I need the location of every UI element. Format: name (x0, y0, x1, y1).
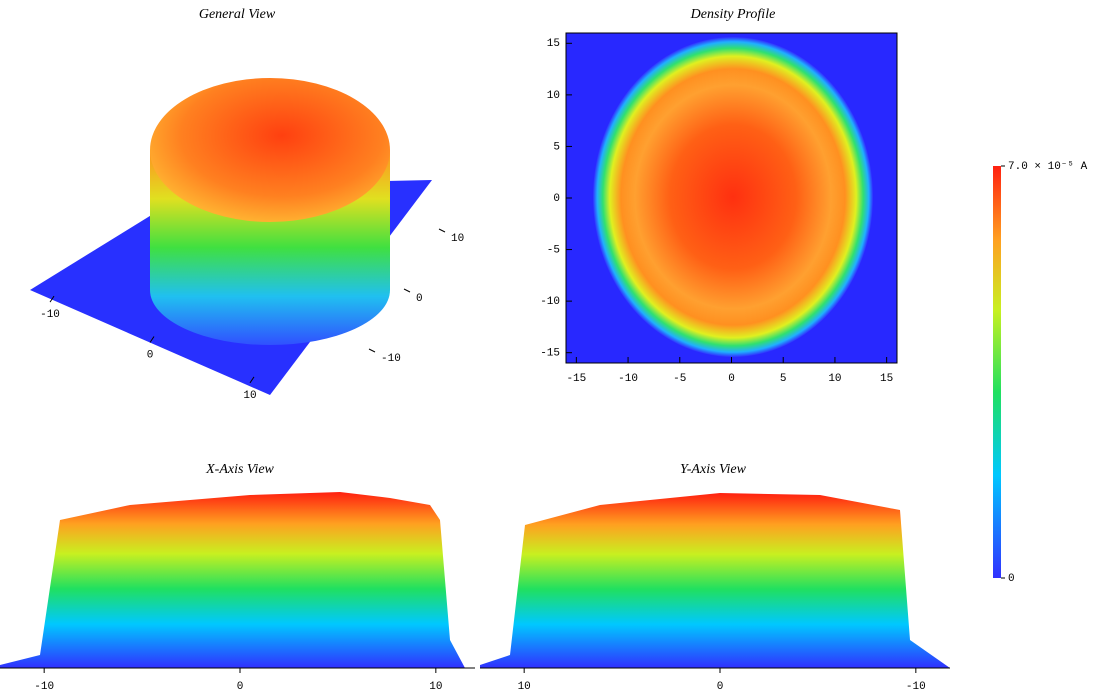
x-tick-label: -10 (40, 309, 60, 321)
panel-title: Density Profile (690, 7, 776, 22)
x-tick-label: -10 (906, 681, 926, 693)
colorbar-label: 0 (1008, 573, 1015, 585)
tick (368, 348, 376, 353)
panel-title: Y-Axis View (680, 462, 747, 477)
panel-title: X-Axis View (205, 462, 274, 477)
y-tick-label: 0 (416, 293, 423, 305)
y-tick-label: 15 (547, 38, 560, 50)
tick (49, 295, 55, 303)
y-tick-label: 5 (553, 141, 560, 153)
y-view-surface (480, 493, 950, 668)
x-tick-label: 0 (717, 681, 724, 693)
x-tick-label: 0 (147, 349, 154, 361)
y-tick-label: -10 (540, 296, 560, 308)
x-tick-label: 10 (429, 681, 442, 693)
y-tick-label: 0 (553, 193, 560, 205)
colorbar-label: 7.0 × 10⁻⁵ A (1008, 161, 1088, 173)
x-tick-label: -15 (566, 373, 586, 385)
x-tick-label: -10 (618, 373, 638, 385)
y-tick-label: 10 (451, 233, 464, 245)
surface-top (150, 78, 390, 222)
x-tick-label: 5 (780, 373, 787, 385)
y-tick-label: -10 (381, 353, 401, 365)
y-tick-label: -5 (547, 244, 560, 256)
x-tick-label: 15 (880, 373, 893, 385)
tick (403, 288, 411, 293)
panel-title: General View (199, 7, 276, 22)
y-tick-label: -15 (540, 348, 560, 360)
x-tick-label: -10 (34, 681, 54, 693)
x-tick-label: 10 (828, 373, 841, 385)
x-tick-label: 0 (237, 681, 244, 693)
x-tick-label: 0 (728, 373, 735, 385)
heatmap-ring (593, 37, 873, 357)
x-view-surface (0, 492, 465, 668)
colorbar (993, 166, 1001, 578)
x-tick-label: 10 (518, 681, 531, 693)
tick (249, 376, 255, 384)
x-tick-label: 10 (243, 390, 256, 402)
y-tick-label: 10 (547, 90, 560, 102)
tick (149, 336, 155, 343)
x-tick-label: -5 (673, 373, 686, 385)
tick (438, 228, 446, 233)
